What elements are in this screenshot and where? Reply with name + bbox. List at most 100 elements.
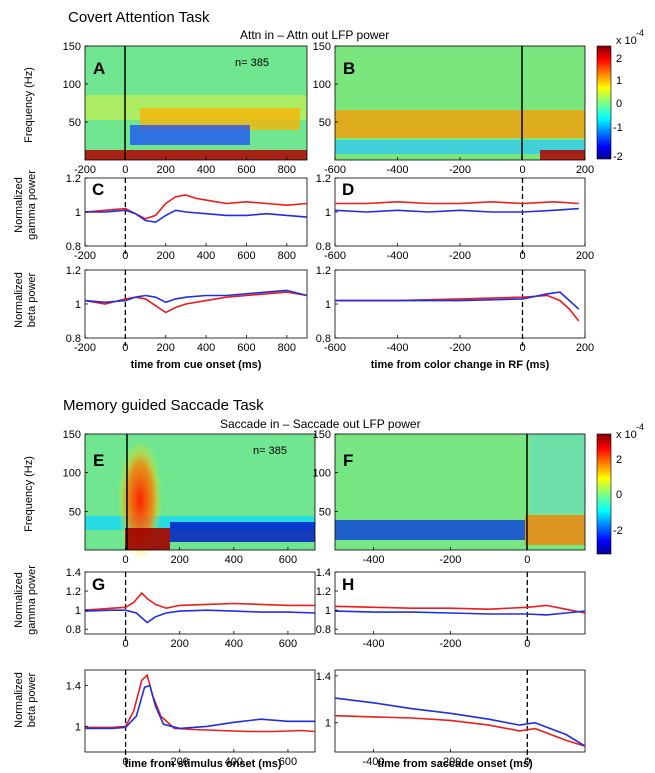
section1-xlabel-right: time from color change in RF (ms) bbox=[371, 359, 550, 371]
panel-c-xtick-label: -200 bbox=[74, 250, 96, 262]
panel-d-beta-xtick-label: -600 bbox=[324, 342, 346, 354]
panel-f-ytick-label: 50 bbox=[319, 506, 331, 518]
panel-c-xtick-label: 800 bbox=[278, 250, 296, 262]
panel-h-ytick-label: 1.2 bbox=[316, 586, 331, 598]
panel-d-xtick-label: -200 bbox=[449, 250, 471, 262]
panel-c-xtick-label: 400 bbox=[197, 250, 215, 262]
colorbar-1: x 10 -4 2 1 0 -1 -2 bbox=[596, 28, 644, 163]
panel-a-gamma-increase bbox=[140, 108, 300, 130]
panel-a-xtick-label: 400 bbox=[197, 164, 215, 176]
panel-d-beta-frame bbox=[334, 269, 586, 339]
panel-d-letter: D bbox=[342, 180, 354, 199]
panel-e-ytick-label: 150 bbox=[63, 429, 81, 441]
panel-e-xtick-label: 400 bbox=[225, 554, 243, 566]
panel-f-xtick-label: 0 bbox=[524, 554, 530, 566]
section1-ylabel-gamma-1: Normalized bbox=[13, 177, 25, 233]
panel-b-ytick-label: 100 bbox=[313, 79, 331, 91]
section2-ylabel-spec: Frequency (Hz) bbox=[23, 456, 35, 532]
panel-f-ytick-label: 100 bbox=[313, 468, 331, 480]
panel-e: E n= 385 bbox=[84, 433, 316, 560]
panel-b-letter: B bbox=[343, 59, 355, 78]
panel-d-beta-series-red bbox=[335, 294, 580, 322]
panel-h-beta-series-blue bbox=[334, 697, 586, 747]
panel-c-series-red bbox=[84, 194, 308, 220]
panel-a-xtick-label: 800 bbox=[278, 164, 296, 176]
panel-a-letter: A bbox=[93, 59, 105, 78]
section1-title: Covert Attention Task bbox=[68, 9, 210, 26]
panel-g-series-blue bbox=[84, 609, 316, 624]
colorbar-2-tick-0: 2 bbox=[616, 454, 622, 466]
panel-a-xtick-label: 0 bbox=[122, 164, 128, 176]
panel-h-ytick-label: 0.8 bbox=[316, 624, 331, 636]
panel-b-xtick-label: 0 bbox=[519, 164, 525, 176]
panel-e-n-label: n= 385 bbox=[253, 445, 287, 457]
panel-d-beta-xtick-label: -400 bbox=[386, 342, 408, 354]
panel-g-xtick-label: 200 bbox=[171, 638, 189, 650]
colorbar-1-exponent: -4 bbox=[636, 28, 644, 38]
colorbar-1-tick-4: -2 bbox=[613, 151, 623, 163]
panel-d-xtick-label: 0 bbox=[519, 250, 525, 262]
panel-d-beta-xtick-label: -200 bbox=[449, 342, 471, 354]
panel-b-xtick-label: -200 bbox=[449, 164, 471, 176]
panel-d-ytick-label: 1.2 bbox=[316, 173, 331, 185]
panel-g-xtick-label: 400 bbox=[225, 638, 243, 650]
panel-h-beta-xtick-label: -200 bbox=[439, 756, 461, 768]
panel-g-ytick-label: 1 bbox=[75, 605, 81, 617]
panel-h-beta-xtick-label: 0 bbox=[524, 756, 530, 768]
panel-c-beta-xtick-label: 800 bbox=[278, 342, 296, 354]
panel-a-ytick-label: 50 bbox=[69, 117, 81, 129]
panel-d-beta-xtick-label: 200 bbox=[576, 342, 594, 354]
panel-g-frame bbox=[84, 571, 316, 635]
colorbar-1-tick-0: 2 bbox=[616, 53, 622, 65]
panel-b: B bbox=[334, 45, 586, 161]
panel-g-beta-xtick-label: 0 bbox=[123, 756, 129, 768]
panel-h-series-blue bbox=[334, 610, 586, 616]
panel-c-beta-series-blue bbox=[84, 289, 308, 304]
panel-a-xtick-label: -200 bbox=[74, 164, 96, 176]
panel-a-ytick-label: 150 bbox=[63, 41, 81, 53]
panel-g-ytick-label: 1.4 bbox=[66, 567, 81, 579]
colorbar-1-gradient bbox=[596, 45, 612, 160]
colorbar-1-tick-3: -1 bbox=[613, 122, 623, 134]
panel-e-xtick-label: 200 bbox=[171, 554, 189, 566]
colorbar-2: x 10 -4 2 0 -2 bbox=[596, 422, 644, 555]
panel-d-beta-xtick-label: 0 bbox=[519, 342, 525, 354]
panel-b-gamma-band bbox=[335, 110, 585, 138]
section1-ylabel-gamma-2: gamma power bbox=[26, 170, 38, 240]
panel-e-letter: E bbox=[93, 451, 104, 470]
panel-e-beta-decrease bbox=[170, 522, 315, 542]
section2-ylabel-gamma-2: gamma power bbox=[26, 565, 38, 635]
colorbar-1-tick-2: 0 bbox=[616, 98, 622, 110]
section1-ylabel-beta-1: Normalized bbox=[13, 272, 25, 328]
panel-g-beta-xtick-label: 600 bbox=[279, 756, 297, 768]
panel-e-ytick-label: 100 bbox=[63, 468, 81, 480]
panel-d-beta-ytick-label: 1 bbox=[325, 299, 331, 311]
panel-a-xtick-label: 600 bbox=[237, 164, 255, 176]
panel-c-xtick-label: 600 bbox=[237, 250, 255, 262]
panel-c-beta-frame bbox=[84, 269, 308, 339]
panel-e-frame bbox=[84, 433, 316, 551]
panel-c-xtick-label: 0 bbox=[122, 250, 128, 262]
section1-xlabel-left: time from cue onset (ms) bbox=[131, 359, 262, 371]
panel-c-beta-ytick-label: 1 bbox=[75, 299, 81, 311]
panel-h-ytick-label: 1 bbox=[325, 605, 331, 617]
panel-d-ytick-label: 1 bbox=[325, 207, 331, 219]
panel-h-frame bbox=[334, 571, 586, 635]
panel-e-xtick-label: 0 bbox=[123, 554, 129, 566]
panel-d-ytick-label: 0.8 bbox=[316, 241, 331, 253]
panel-h-xtick-label: -200 bbox=[439, 638, 461, 650]
section2-ylabel-gamma-1: Normalized bbox=[13, 572, 25, 628]
panel-a-beta-decrease bbox=[130, 125, 250, 145]
colorbar-2-tick-2: -2 bbox=[613, 525, 623, 537]
section2-ylabel-beta-2: beta power bbox=[26, 672, 38, 727]
panel-f-ytick-label: 150 bbox=[313, 429, 331, 441]
panel-e-ytick-label: 50 bbox=[69, 506, 81, 518]
panel-f-post-saccade bbox=[530, 434, 585, 514]
section2-ylabel-beta-1: Normalized bbox=[13, 672, 25, 728]
panel-c-xtick-label: 200 bbox=[157, 250, 175, 262]
panel-e-xtick-label: 600 bbox=[279, 554, 297, 566]
panel-d-beta-ytick-label: 0.8 bbox=[316, 333, 331, 345]
panel-g-beta-series-red bbox=[85, 673, 316, 733]
panel-c-beta-xtick-label: 200 bbox=[157, 342, 175, 354]
